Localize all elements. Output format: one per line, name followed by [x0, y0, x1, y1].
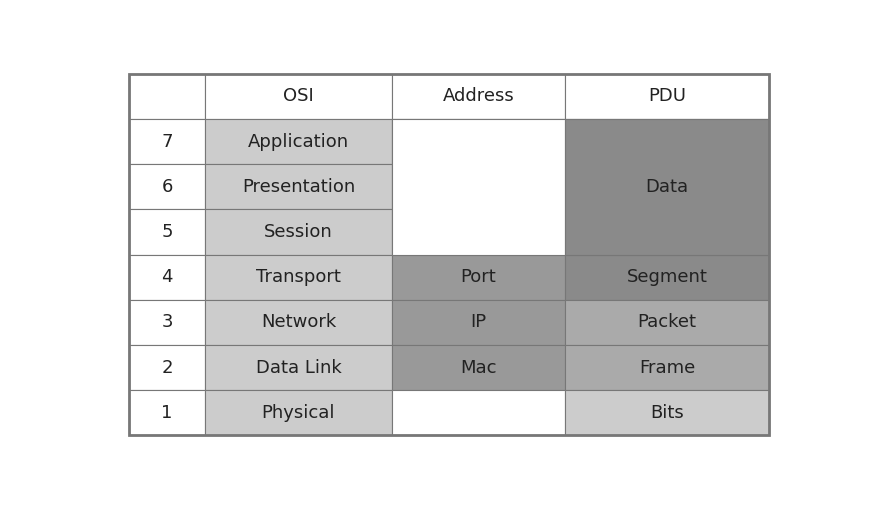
Text: Data Link: Data Link	[255, 359, 341, 377]
Text: Address: Address	[443, 87, 514, 105]
Text: Mac: Mac	[460, 359, 497, 377]
Bar	[129, 209, 205, 254]
Text: Network: Network	[261, 313, 336, 331]
Text: Bits: Bits	[650, 404, 684, 422]
Bar	[565, 209, 769, 254]
Bar	[565, 74, 769, 119]
Bar	[392, 119, 565, 164]
Bar	[392, 300, 565, 345]
Text: IP: IP	[471, 313, 487, 331]
Text: Transport: Transport	[256, 268, 341, 286]
Bar	[565, 300, 769, 345]
Bar	[129, 254, 205, 300]
Text: Data: Data	[646, 178, 689, 196]
Text: Packet: Packet	[638, 313, 697, 331]
Bar	[129, 390, 205, 436]
Bar	[205, 390, 392, 436]
Bar	[392, 345, 565, 390]
Text: PDU: PDU	[648, 87, 686, 105]
Bar	[205, 300, 392, 345]
Text: Port: Port	[461, 268, 497, 286]
Bar	[392, 119, 565, 254]
Text: Segment: Segment	[627, 268, 707, 286]
Bar	[129, 300, 205, 345]
Text: 2: 2	[162, 359, 172, 377]
Text: Session: Session	[264, 223, 333, 241]
Bar	[392, 209, 565, 254]
Bar	[205, 254, 392, 300]
Bar	[205, 209, 392, 254]
Text: Frame: Frame	[638, 359, 695, 377]
Bar	[129, 345, 205, 390]
Bar	[392, 390, 565, 436]
Bar	[129, 74, 205, 119]
Text: Presentation: Presentation	[242, 178, 355, 196]
Bar	[129, 119, 205, 164]
Bar	[565, 254, 769, 300]
Text: 1: 1	[162, 404, 172, 422]
Bar	[129, 164, 205, 209]
Bar	[565, 164, 769, 209]
Bar	[392, 164, 565, 209]
Bar	[205, 345, 392, 390]
Bar	[205, 164, 392, 209]
Bar	[565, 119, 769, 164]
Text: 4: 4	[162, 268, 172, 286]
Text: 7: 7	[162, 133, 172, 151]
Text: 6: 6	[162, 178, 172, 196]
Text: Application: Application	[248, 133, 349, 151]
Text: 5: 5	[162, 223, 172, 241]
Bar	[565, 119, 769, 254]
Bar	[392, 254, 565, 300]
Bar	[205, 74, 392, 119]
Bar	[205, 119, 392, 164]
Bar	[392, 74, 565, 119]
Bar	[565, 390, 769, 436]
Text: 3: 3	[162, 313, 172, 331]
Text: Physical: Physical	[262, 404, 335, 422]
Text: OSI: OSI	[283, 87, 313, 105]
Bar	[565, 345, 769, 390]
